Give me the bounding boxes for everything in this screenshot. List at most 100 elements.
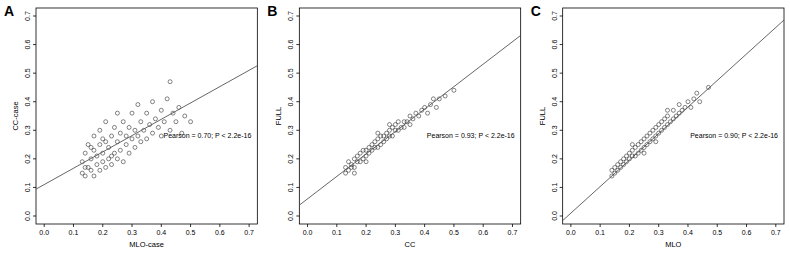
y-tick-label: 0.6 [551,40,558,50]
point [376,131,380,135]
y-tick-label: 0.4 [551,97,558,107]
x-tick [366,224,367,227]
x-tick-label: 0.2 [98,229,108,236]
point [153,117,157,121]
x-tick-label: 0.1 [332,229,342,236]
x-tick-label: 0.5 [712,229,722,236]
y-tick [296,44,299,45]
x-tick-label: 0.5 [186,229,196,236]
y-axis-title: CC-case [11,101,20,130]
point [95,163,99,167]
y-tick [33,187,36,188]
point [174,120,178,124]
x-tick [424,224,425,227]
x-tick [453,224,454,227]
point [83,165,87,169]
y-tick [560,187,563,188]
y-tick [560,216,563,217]
fit-line [299,35,520,205]
plot-area [299,35,520,205]
point [101,137,105,141]
point [118,148,122,152]
point [352,165,356,169]
x-tick-label: 0.6 [742,229,752,236]
y-tick-label: 0.3 [287,125,294,135]
point [145,111,149,115]
x-tick [687,224,688,227]
x-tick [73,224,74,227]
y-tick-label: 0.1 [551,182,558,192]
x-tick-label: 0.0 [39,229,49,236]
y-tick-label: 0.2 [551,154,558,164]
x-tick-label: 0.0 [303,229,313,236]
point [686,100,690,104]
x-tick-label: 0.1 [595,229,605,236]
point [127,125,131,129]
y-axis-title: FULL [274,107,283,125]
y-axis-title: FULL [538,107,547,125]
y-tick-label: 0.3 [24,125,31,135]
x-tick [775,224,776,227]
point [133,128,137,132]
y-tick [33,130,36,131]
point [130,111,134,115]
x-tick [161,224,162,227]
figure: A 0.0 0.1 0.2 0.3 0.4 0.5 0.6 0.7 0.0 0.1 0.2 0.3 0.4… [0,0,790,253]
y-tick-label: 0.4 [24,97,31,107]
y-tick-label: 0.3 [551,125,558,135]
panel-label: A [4,3,14,19]
point [118,131,122,135]
point [98,143,102,147]
y-tick-label: 0.2 [287,154,294,164]
y-tick-label: 0.7 [551,11,558,21]
y-tick [560,73,563,74]
panel-label: C [531,3,541,19]
y-tick-label: 0.7 [287,11,294,21]
point [136,103,140,107]
point [139,120,143,124]
point [431,97,435,101]
point [115,111,119,115]
x-tick-label: 0.7 [244,229,254,236]
point [104,120,108,124]
x-tick-label: 0.5 [449,229,459,236]
y-tick [33,101,36,102]
point [92,134,96,138]
point [156,125,160,129]
x-tick [44,224,45,227]
y-tick-label: 0.7 [24,11,31,21]
x-tick [190,224,191,227]
point [89,168,93,172]
x-tick [570,224,571,227]
y-tick [33,44,36,45]
point [83,151,87,155]
y-tick-label: 0.0 [551,211,558,221]
x-tick [746,224,747,227]
point [121,120,125,124]
y-tick-label: 0.0 [24,211,31,221]
x-tick [307,224,308,227]
point [665,114,669,118]
point [139,140,143,144]
y-tick-label: 0.6 [287,40,294,50]
x-tick [132,224,133,227]
x-tick [717,224,718,227]
point [124,143,128,147]
y-tick [560,130,563,131]
point [630,143,634,147]
point [136,134,140,138]
point [671,108,675,112]
x-tick-label: 0.0 [566,229,576,236]
point [101,160,105,164]
y-tick [560,158,563,159]
y-tick [296,130,299,131]
point [124,134,128,138]
point [151,131,155,135]
point [92,174,96,178]
x-tick [629,224,630,227]
point [127,151,131,155]
point [396,120,400,124]
y-tick [560,16,563,17]
annotation: Pearson = 0.90; P < 2.2e-16 [690,132,778,139]
point [677,103,681,107]
